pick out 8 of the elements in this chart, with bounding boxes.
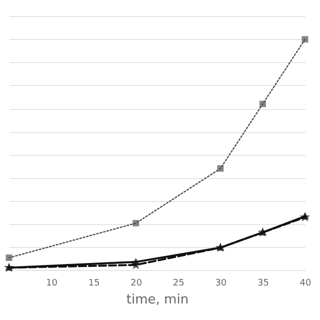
x-tick-label: 30 [215,278,227,288]
x-tick-label: 20 [130,278,142,288]
x-tick-label: 40 [300,278,312,288]
x-tick-label: 35 [257,278,269,288]
x-axis-title: time, min [126,292,189,308]
x-tick-label: 15 [88,278,100,288]
x-tick-label: 25 [172,278,184,288]
x-tick-label: 10 [46,278,58,288]
